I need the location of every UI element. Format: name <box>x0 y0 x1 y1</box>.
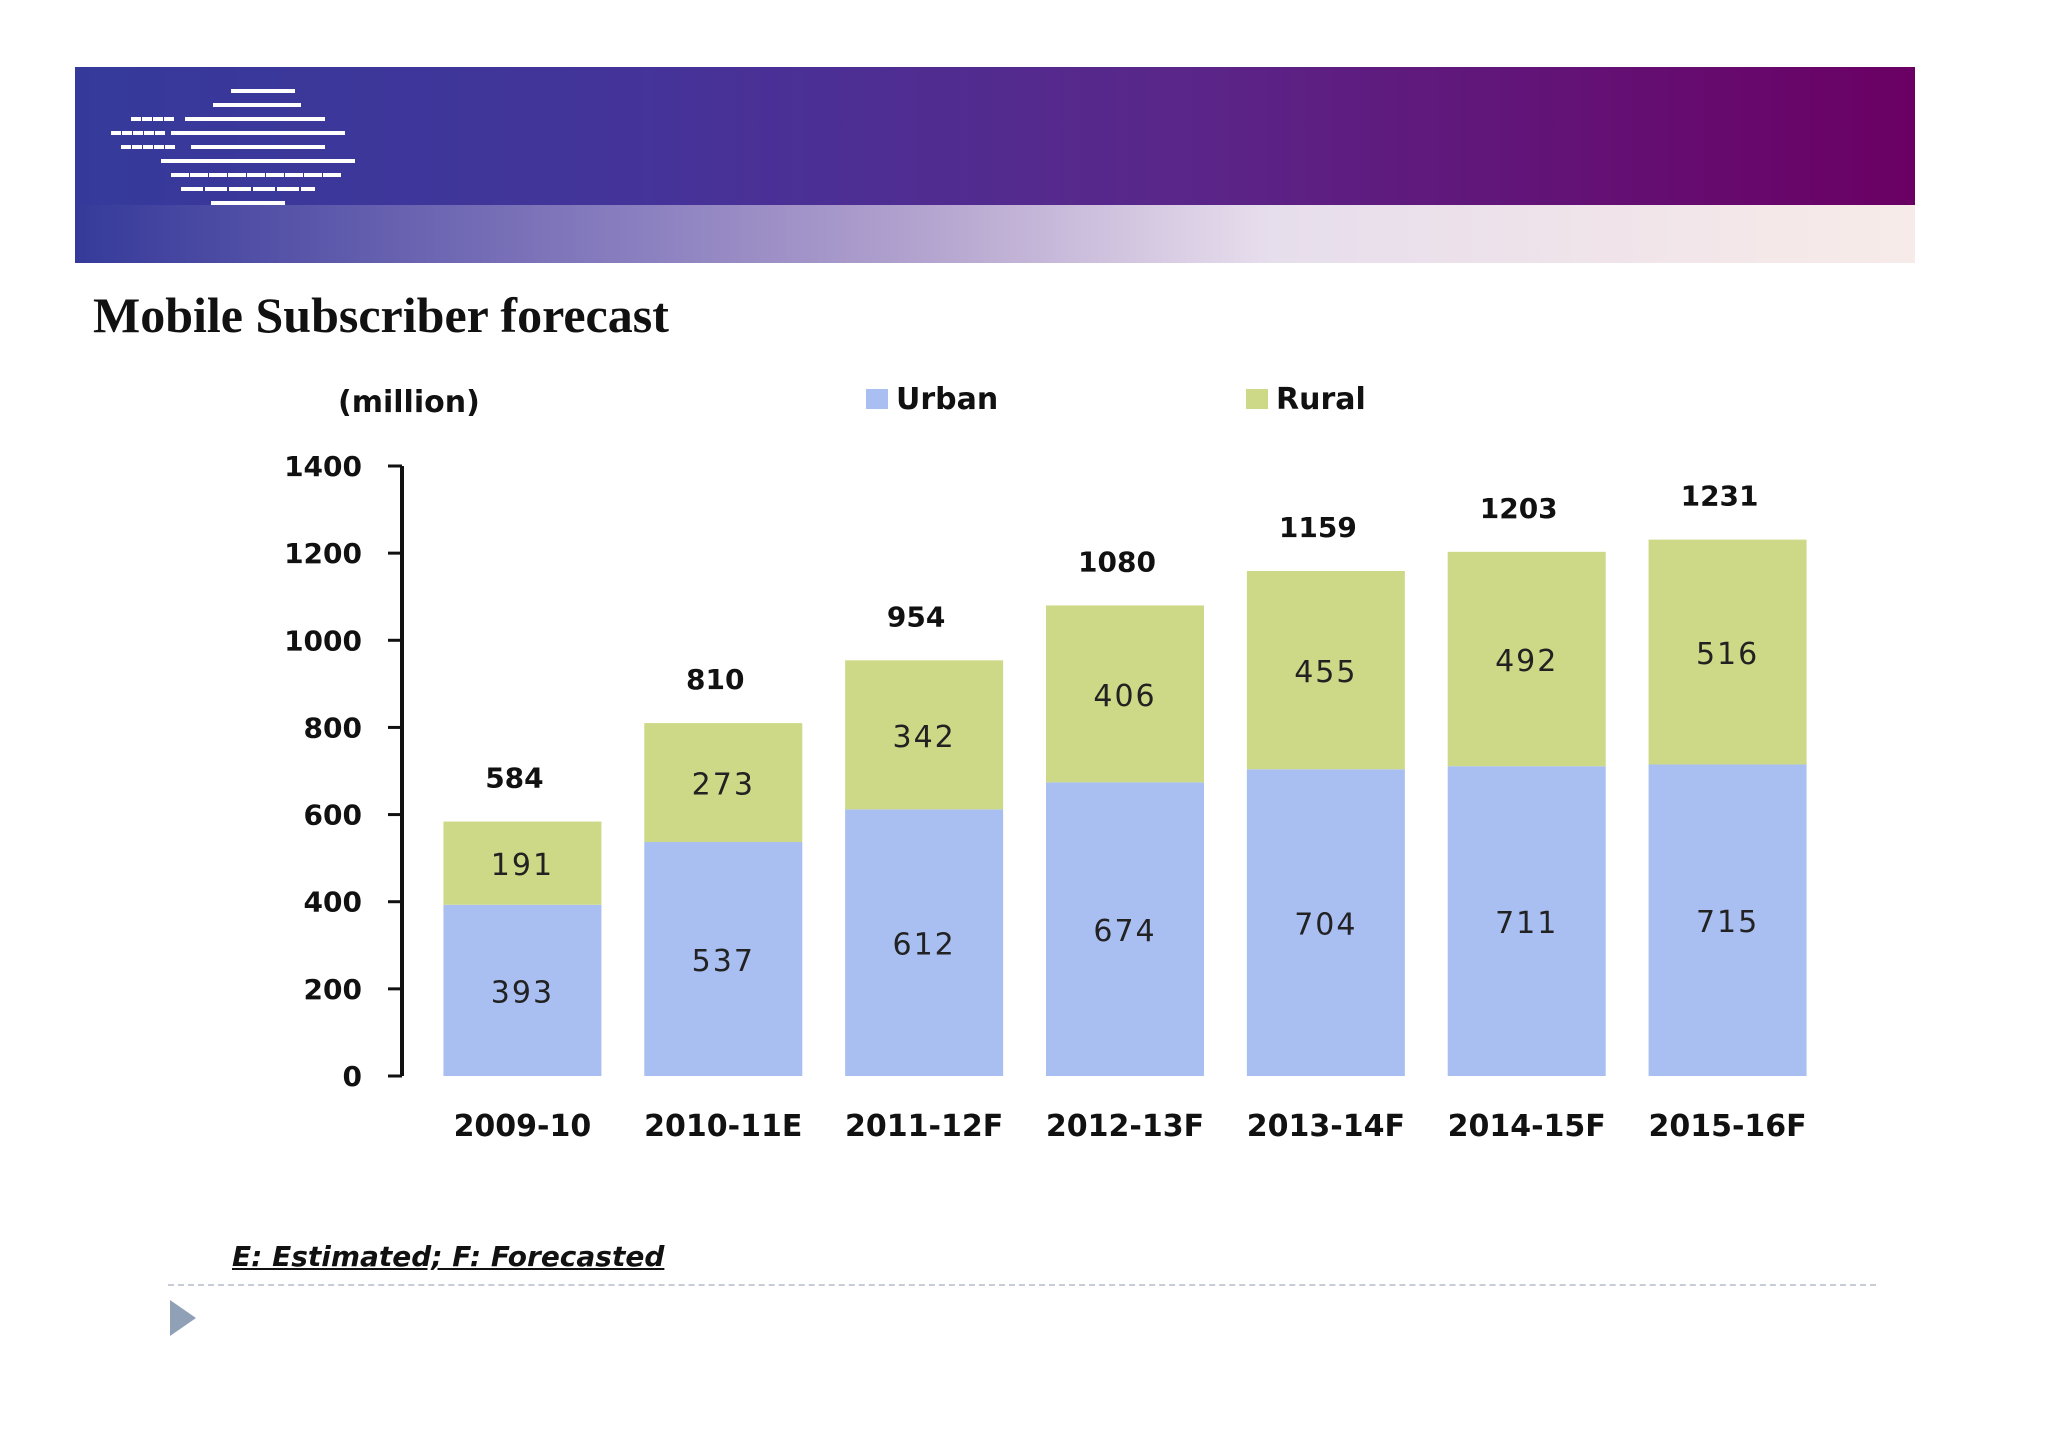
y-axis: 0 200 400 600 800 1000 1200 1400 <box>284 450 404 1093</box>
y-tick-label: 200 <box>304 973 362 1006</box>
rural-value-label: 273 <box>692 768 755 803</box>
bars: 393 191 584 537 273 810 612 342 954 674 406 1080 704… <box>443 480 1807 1076</box>
bar-rural <box>1648 539 1807 765</box>
rural-value-label: 406 <box>1093 679 1156 714</box>
company-logo <box>111 89 355 205</box>
y-tick-label: 1000 <box>284 624 362 657</box>
urban-value-label: 393 <box>491 975 554 1010</box>
y-tick-label: 1400 <box>284 450 362 483</box>
total-value-label: 1203 <box>1480 492 1558 525</box>
bar-rural <box>443 821 602 905</box>
x-category-label: 2015-16F <box>1648 1109 1806 1144</box>
footnote: E: Estimated; F: Forecasted <box>232 1240 665 1273</box>
rural-value-label: 516 <box>1696 637 1759 672</box>
y-tick-label: 1200 <box>284 537 362 570</box>
bar-rural <box>845 660 1004 810</box>
urban-value-label: 674 <box>1093 914 1156 949</box>
legend: Urban Rural <box>866 382 1366 417</box>
rural-value-label: 455 <box>1294 655 1357 690</box>
x-category-label: 2012-13F <box>1046 1109 1204 1144</box>
bar-urban <box>1648 764 1807 1076</box>
bar-urban <box>443 904 602 1076</box>
bar-urban <box>1046 782 1204 1076</box>
y-tick-label: 800 <box>304 711 362 744</box>
bar-rural <box>1447 551 1606 767</box>
urban-value-label: 612 <box>893 928 956 963</box>
x-axis: 2009-10 2010-11E 2011-12F 2012-13F 2013-14F 2… <box>454 1109 1807 1144</box>
banner-gradient-strip <box>75 205 1915 263</box>
urban-value-label: 537 <box>692 944 755 979</box>
divider-line <box>168 1284 1876 1286</box>
rural-value-label: 342 <box>893 720 956 755</box>
total-value-label: 584 <box>485 762 543 795</box>
total-value-label: 810 <box>686 663 744 696</box>
total-value-label: 1231 <box>1681 480 1759 513</box>
total-value-label: 1159 <box>1279 511 1357 544</box>
bullet-arrow-icon <box>170 1300 196 1336</box>
bar-rural <box>1046 605 1204 783</box>
unit-label: (million) <box>338 385 480 420</box>
legend-label-rural: Rural <box>1276 382 1366 417</box>
x-category-label: 2010-11E <box>644 1109 802 1144</box>
y-tick-label: 400 <box>304 886 362 919</box>
bar-rural <box>644 723 803 843</box>
x-category-label: 2013-14F <box>1247 1109 1405 1144</box>
y-tick-label: 0 <box>343 1060 362 1093</box>
header-banner <box>75 67 1915 263</box>
legend-label-urban: Urban <box>896 382 998 417</box>
x-category-label: 2014-15F <box>1448 1109 1606 1144</box>
rural-value-label: 492 <box>1495 644 1558 679</box>
bar-urban <box>1246 769 1405 1076</box>
legend-swatch-urban <box>866 389 888 409</box>
total-value-label: 1080 <box>1078 545 1156 578</box>
urban-value-label: 715 <box>1696 905 1759 940</box>
x-category-label: 2009-10 <box>454 1109 592 1144</box>
bar-urban <box>845 809 1004 1076</box>
x-category-label: 2011-12F <box>845 1109 1003 1144</box>
bar-rural <box>1246 571 1405 770</box>
urban-value-label: 704 <box>1294 908 1357 943</box>
bar-urban <box>644 842 803 1076</box>
y-tick-label: 600 <box>304 799 362 832</box>
total-value-label: 954 <box>887 600 945 633</box>
urban-value-label: 711 <box>1495 906 1558 941</box>
bar-urban <box>1447 766 1606 1076</box>
slide-title: Mobile Subscriber forecast <box>93 287 669 343</box>
rural-value-label: 191 <box>491 848 554 883</box>
legend-swatch-rural <box>1246 389 1268 409</box>
stacked-bar-chart: 0 200 400 600 800 1000 1200 1400 393 191 584 537 27… <box>284 382 1807 1144</box>
